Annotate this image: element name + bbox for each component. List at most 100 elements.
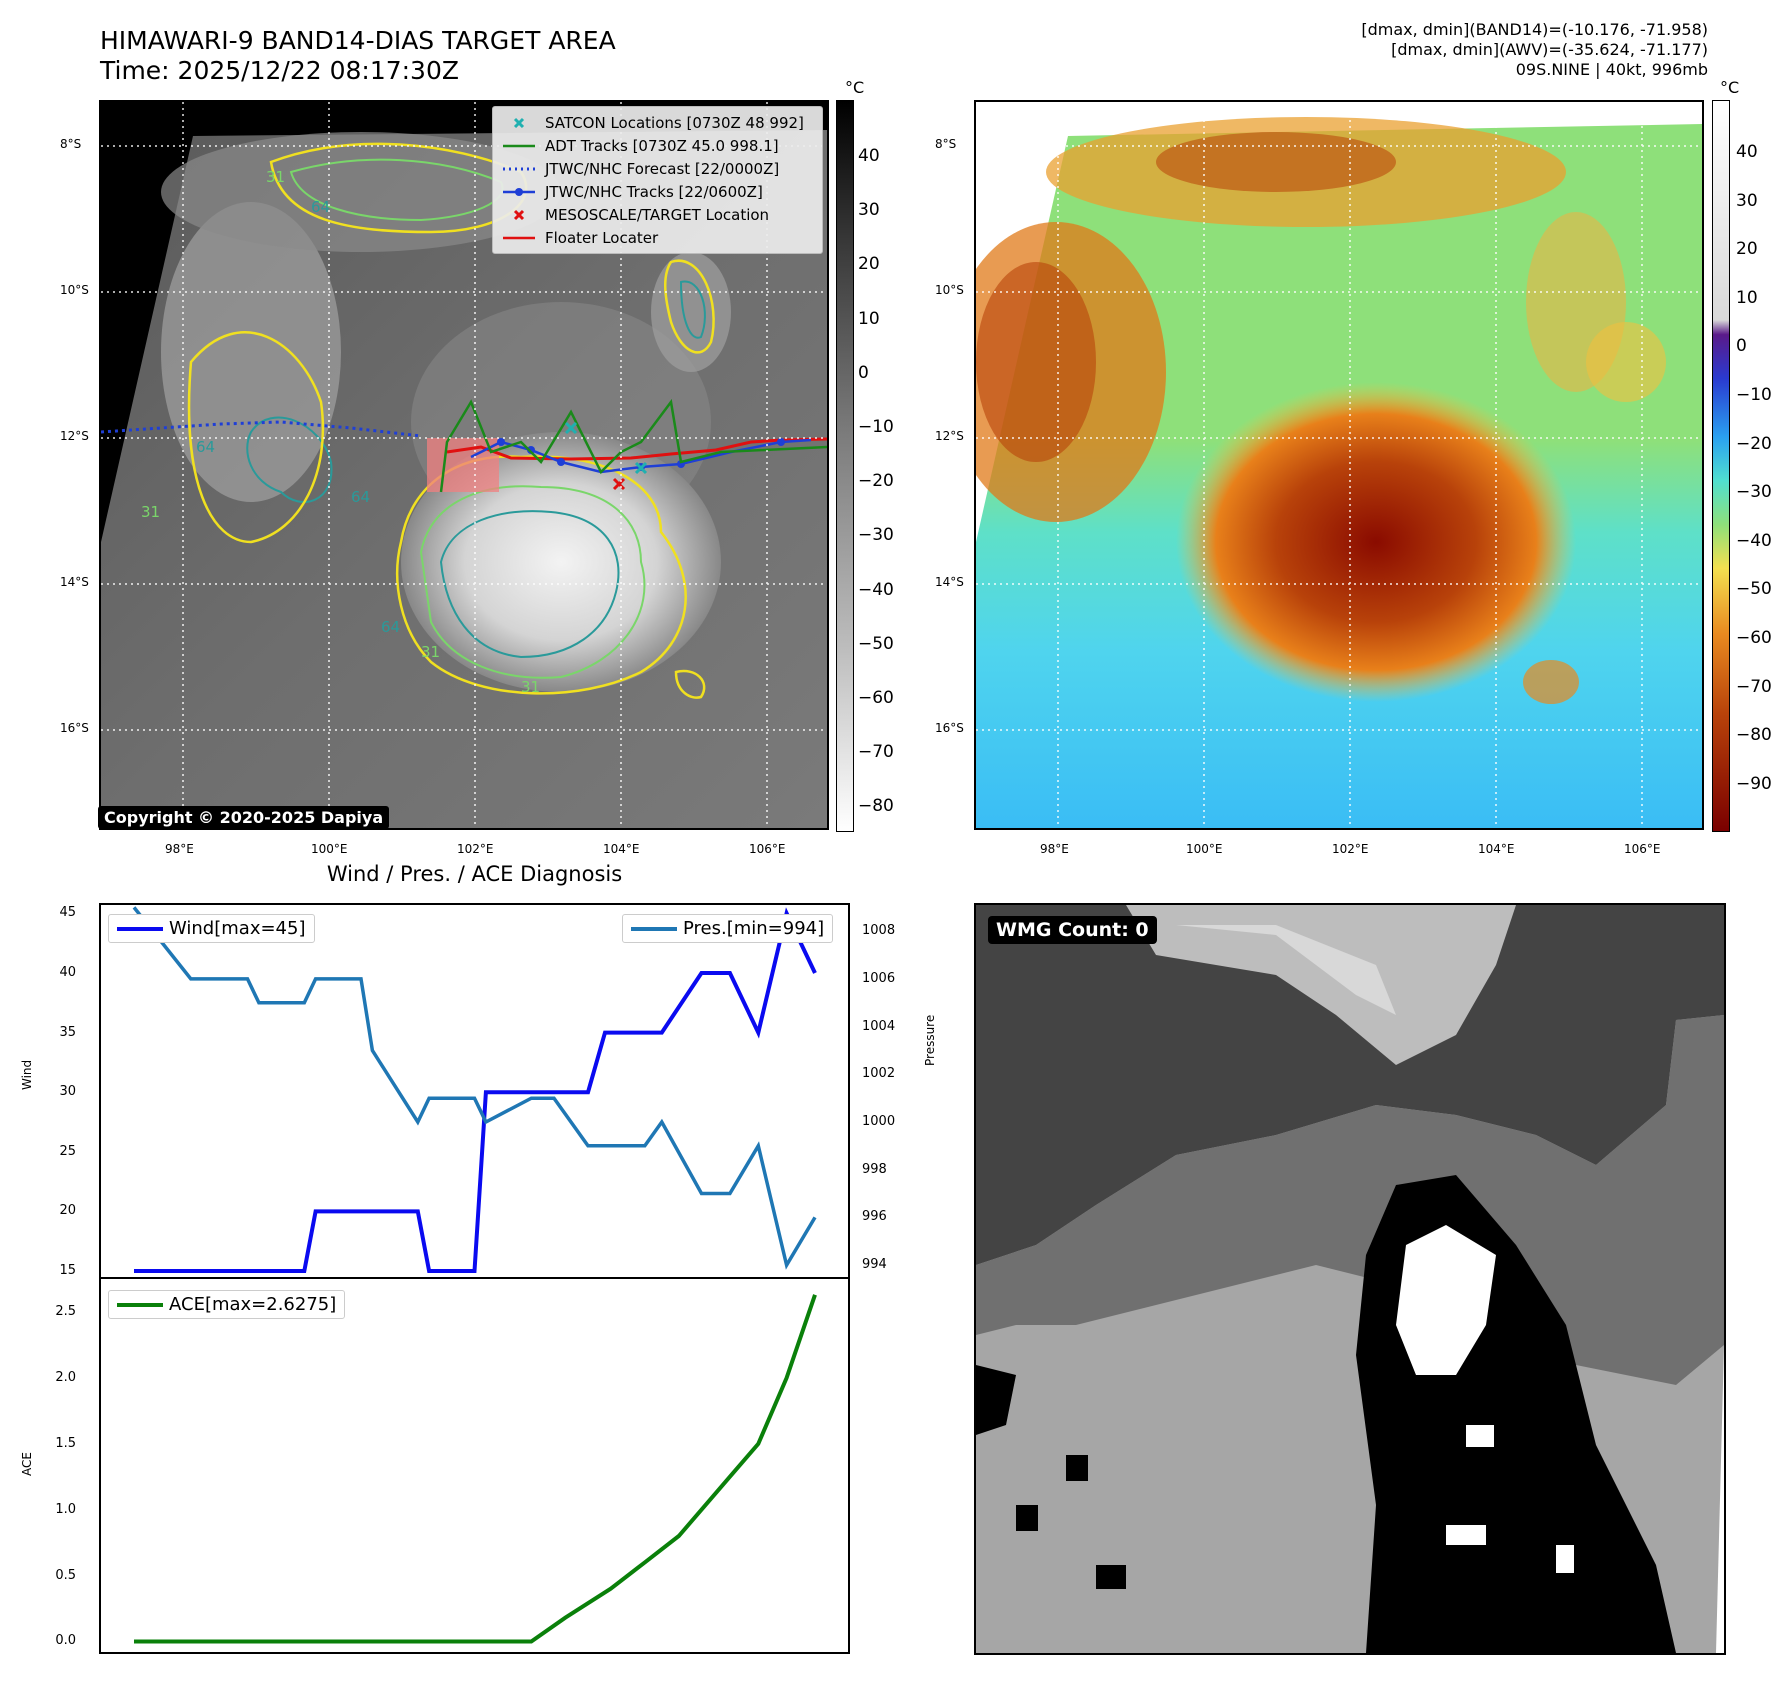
contour-labels: 64 31 64 31 64 31 64 31: [141, 168, 540, 696]
wind-tick: 45: [59, 905, 76, 921]
x-marker-icon: [501, 205, 537, 225]
right-awv-image: [976, 102, 1702, 828]
legend-item-satcon: SATCON Locations [0730Z 48 992]: [501, 111, 814, 134]
legend-label: Floater Locater: [545, 228, 659, 247]
lon-label: 104°E: [1478, 842, 1515, 856]
contour-label: 31: [521, 678, 540, 696]
colorbar-tick: 30: [858, 200, 880, 221]
colorbar-tick: −20: [1736, 433, 1772, 454]
title-line-2: Time: 2025/12/22 08:17:30Z: [100, 56, 459, 85]
wind-pressure-plot: [132, 906, 817, 1273]
diagnosis-title: Wind / Pres. / ACE Diagnosis: [326, 862, 623, 886]
contour-label: 31: [421, 643, 440, 661]
stats-line-2: [dmax, dmin](AWV)=(-35.624, -71.177): [1391, 40, 1708, 59]
lon-label: 106°E: [1624, 842, 1661, 856]
wind-tick: 30: [59, 1084, 76, 1100]
colorbar-tick: 40: [1736, 142, 1758, 162]
lon-label: 104°E: [603, 842, 640, 856]
legend-item-forecast: JTWC/NHC Forecast [22/0000Z]: [501, 157, 814, 180]
colorbar-tick: −80: [1736, 725, 1772, 746]
lon-label: 102°E: [457, 842, 494, 856]
colorbar-tick: −10: [858, 417, 894, 437]
pressure-tick: 996: [862, 1209, 887, 1225]
left-ir-image: 64 31 64 31 64 31 64 31: [101, 102, 827, 828]
colorbar-tick: 0: [1736, 336, 1747, 357]
title-line-1: HIMAWARI-9 BAND14-DIAS TARGET AREA: [100, 26, 616, 55]
right-awv-map: [974, 100, 1704, 830]
copyright-badge: Copyright © 2020-2025 Dapiya: [98, 806, 390, 829]
colorbar-tick: −60: [858, 688, 894, 708]
ace-tick: 2.0: [55, 1369, 76, 1385]
pressure-tick: 998: [862, 1161, 887, 1177]
lat-label: 8°S: [935, 137, 957, 151]
colorbar-tick: −60: [1736, 628, 1772, 648]
pressure-tick: 994: [862, 1257, 887, 1273]
legend-label: JTWC/NHC Tracks [22/0600Z]: [545, 182, 763, 201]
legend-item-target: MESOSCALE/TARGET Location: [501, 203, 814, 226]
contour-label: 31: [266, 168, 285, 186]
wind-tick: 35: [59, 1024, 76, 1040]
line-dot-icon: [501, 182, 537, 202]
colorbar-tick: −70: [858, 742, 894, 763]
lat-label: 10°S: [935, 283, 964, 297]
left-colorbar-unit: °C: [845, 78, 865, 97]
stats-line-3: 09S.NINE | 40kt, 996mb: [1515, 60, 1708, 79]
lon-label: 100°E: [311, 842, 348, 856]
colorbar-tick: −80: [858, 796, 894, 817]
ace-legend: ACE[max=2.6275]: [108, 1290, 346, 1319]
colorbar-tick: 30: [1736, 190, 1758, 211]
contour-label: 64: [311, 198, 330, 216]
legend-item-floater: Floater Locater: [501, 226, 814, 249]
pressure-tick: 1006: [862, 970, 896, 986]
wind-tick: 15: [59, 1263, 76, 1279]
colorbar-tick: −50: [858, 633, 894, 654]
legend-item-tracks: JTWC/NHC Tracks [22/0600Z]: [501, 180, 814, 203]
pressure-tick: 1008: [862, 923, 896, 939]
colorbar-tick: 20: [1736, 239, 1758, 260]
left-map-legend: SATCON Locations [0730Z 48 992] ADT Trac…: [492, 106, 823, 254]
colorbar-tick: −50: [1736, 579, 1772, 600]
legend-label: Pres.[min=994]: [683, 918, 825, 939]
pressure-axis-title: Pressure: [923, 1014, 937, 1066]
colorbar-tick: 10: [1736, 287, 1758, 308]
wind-legend: Wind[max=45]: [108, 914, 315, 943]
colorbar-tick: 40: [858, 146, 880, 166]
map-gridlines: [976, 102, 1702, 828]
pressure-legend: Pres.[min=994]: [622, 914, 834, 943]
legend-item-adt: ADT Tracks [0730Z 45.0 998.1]: [501, 134, 814, 157]
wind-tick: 40: [59, 964, 76, 980]
lat-label: 8°S: [60, 137, 82, 151]
wind-series-line: [134, 907, 817, 1273]
colorbar-tick: −10: [1736, 385, 1772, 405]
figure-title: HIMAWARI-9 BAND14-DIAS TARGET AREA Time:…: [100, 26, 616, 86]
contour-label: 64: [351, 488, 370, 506]
lon-label: 100°E: [1186, 842, 1223, 856]
lon-label: 98°E: [1040, 842, 1069, 856]
lat-label: 14°S: [60, 575, 89, 589]
lon-label: 102°E: [1332, 842, 1369, 856]
pressure-tick: 1000: [862, 1114, 896, 1129]
dotted-line-icon: [501, 159, 537, 179]
x-marker-icon: [501, 113, 537, 133]
colorbar-tick: 10: [858, 308, 880, 329]
legend-label: Wind[max=45]: [169, 918, 306, 939]
line-icon: [501, 228, 537, 248]
contour-label: 64: [196, 438, 215, 456]
colorbar-tick: −30: [1736, 482, 1772, 503]
ace-tick: 2.5: [55, 1303, 76, 1319]
line-icon: [117, 926, 163, 931]
pressure-tick: 1004: [862, 1018, 896, 1034]
ace-tick: 0.0: [55, 1633, 76, 1649]
line-icon: [117, 1302, 163, 1307]
ace-series-line: [134, 1294, 817, 1644]
pressure-tick: 1002: [862, 1066, 896, 1082]
left-colorbar: [836, 100, 854, 832]
lon-label: 98°E: [165, 842, 194, 856]
line-icon: [501, 136, 537, 156]
right-colorbar: [1712, 100, 1730, 832]
colorbar-tick: −40: [1736, 530, 1772, 551]
contour-label: 64: [381, 618, 400, 636]
contour-label: 31: [141, 503, 160, 521]
colorbar-tick: −70: [1736, 676, 1772, 697]
colorbar-tick: −90: [1736, 773, 1772, 794]
